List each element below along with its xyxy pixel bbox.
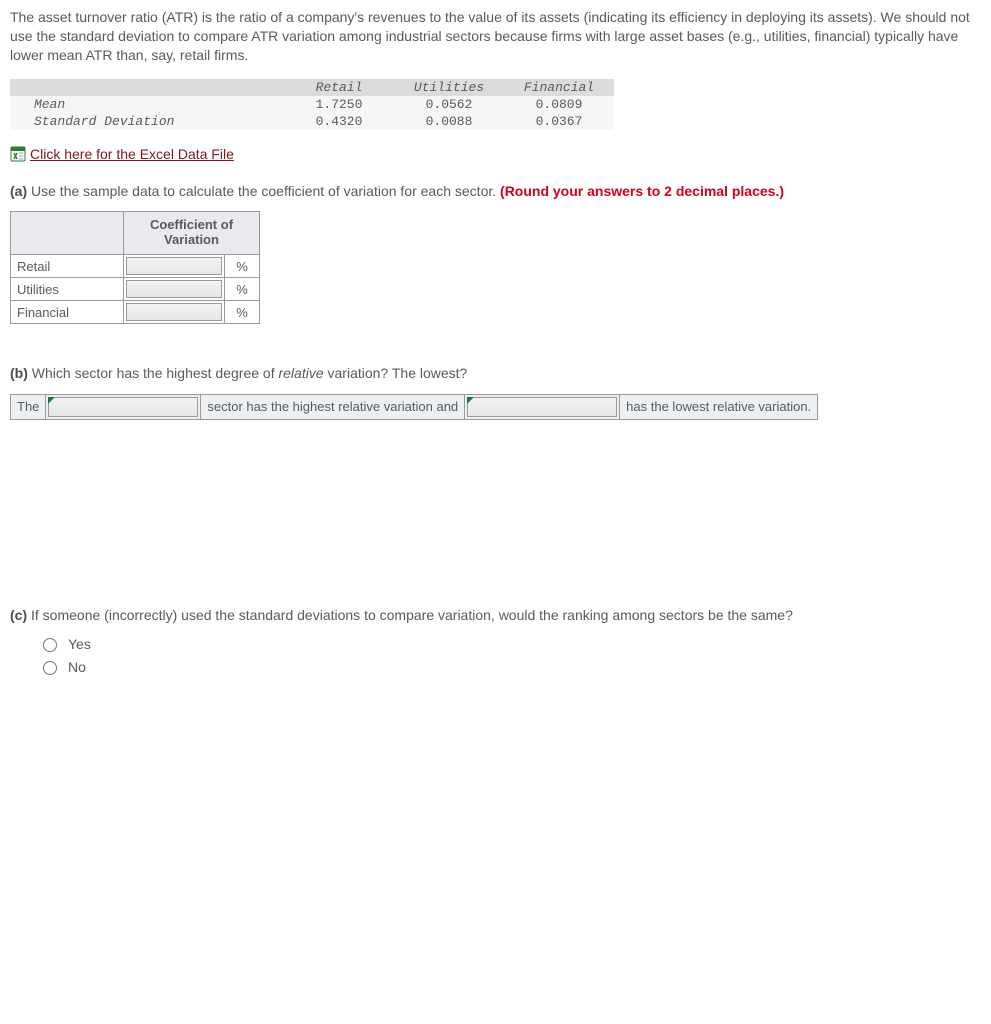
sd-retail: 0.4320	[284, 113, 394, 130]
cv-sector-utilities: Utilities	[11, 278, 124, 301]
sd-financial: 0.0367	[504, 113, 614, 130]
radio-row-yes[interactable]: Yes	[38, 635, 981, 652]
mean-retail: 1.7250	[284, 96, 394, 113]
part-a-label: (a)	[10, 183, 27, 199]
row-sd-label: Standard Deviation	[10, 113, 284, 130]
cv-pct-financial: %	[225, 301, 260, 324]
radio-yes[interactable]	[43, 638, 57, 652]
part-c-label: (c)	[10, 607, 27, 623]
part-b-text-2: variation? The lowest?	[324, 365, 468, 381]
part-c-radio-group: Yes No	[38, 635, 981, 675]
radio-no[interactable]	[43, 661, 57, 675]
col-financial: Financial	[504, 79, 614, 96]
intro-paragraph: The asset turnover ratio (ATR) is the ra…	[10, 8, 981, 65]
radio-row-no[interactable]: No	[38, 658, 981, 675]
part-b-text-1: Which sector has the highest degree of	[28, 365, 279, 381]
cv-sector-financial: Financial	[11, 301, 124, 324]
highest-sector-select[interactable]	[48, 397, 198, 417]
cv-table-header: Coefficient ofVariation	[124, 212, 260, 255]
data-table-corner	[10, 79, 284, 96]
excel-icon	[10, 146, 26, 162]
part-c-prompt: (c) If someone (incorrectly) used the st…	[10, 606, 981, 626]
lowest-sector-select[interactable]	[467, 397, 617, 417]
cv-table-corner	[11, 212, 124, 255]
sentence-end: has the lowest relative variation.	[620, 394, 818, 419]
mean-utilities: 0.0562	[394, 96, 504, 113]
part-b-answer-row: The sector has the highest relative vari…	[10, 394, 818, 420]
part-a-text: Use the sample data to calculate the coe…	[27, 183, 500, 199]
part-b-italic: relative	[278, 365, 323, 381]
cv-input-financial[interactable]	[126, 303, 222, 321]
cv-input-retail[interactable]	[126, 257, 222, 275]
radio-no-label: No	[68, 659, 86, 675]
cv-pct-utilities: %	[225, 278, 260, 301]
excel-data-file-link[interactable]: Click here for the Excel Data File	[10, 146, 234, 162]
excel-link-text: Click here for the Excel Data File	[30, 146, 234, 162]
sd-utilities: 0.0088	[394, 113, 504, 130]
col-utilities: Utilities	[394, 79, 504, 96]
sentence-mid: sector has the highest relative variatio…	[201, 394, 465, 419]
part-a-hint: (Round your answers to 2 decimal places.…	[500, 183, 784, 199]
row-mean-label: Mean	[10, 96, 284, 113]
part-a-prompt: (a) Use the sample data to calculate the…	[10, 182, 981, 202]
mean-financial: 0.0809	[504, 96, 614, 113]
col-retail: Retail	[284, 79, 394, 96]
atr-data-table: Retail Utilities Financial Mean 1.7250 0…	[10, 79, 614, 130]
cv-row-utilities: Utilities %	[11, 278, 260, 301]
part-c-text: If someone (incorrectly) used the standa…	[27, 607, 793, 623]
part-b-prompt: (b) Which sector has the highest degree …	[10, 364, 981, 384]
cv-row-retail: Retail %	[11, 255, 260, 278]
cv-row-financial: Financial %	[11, 301, 260, 324]
cv-sector-retail: Retail	[11, 255, 124, 278]
part-b-label: (b)	[10, 365, 28, 381]
cv-input-table: Coefficient ofVariation Retail % Utiliti…	[10, 211, 260, 324]
cv-input-utilities[interactable]	[126, 280, 222, 298]
sentence-the: The	[11, 394, 46, 419]
radio-yes-label: Yes	[68, 636, 91, 652]
cv-pct-retail: %	[225, 255, 260, 278]
